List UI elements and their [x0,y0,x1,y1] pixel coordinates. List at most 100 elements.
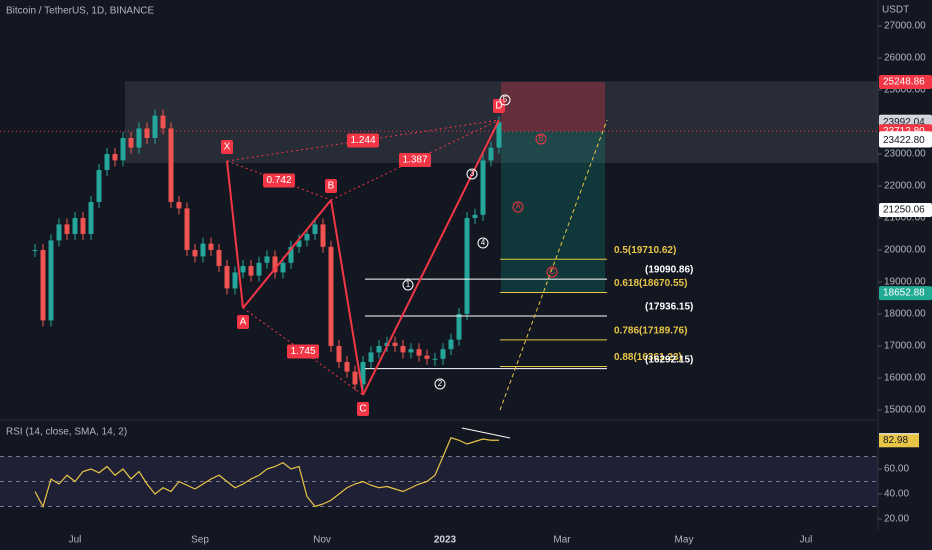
candle [136,128,142,148]
x-tick-label: Sep [191,535,209,546]
wave-label: 2 [438,379,443,388]
price-tag-label: 18652.88 [883,288,925,299]
candle [360,362,366,385]
candle [120,138,126,161]
candle [352,371,358,385]
point-box [493,99,505,114]
candle [304,234,310,241]
wave-label: B [538,134,543,143]
wave-label: 5 [503,95,508,104]
price-tag-label: 23422.80 [883,135,925,146]
candle [424,355,430,359]
candle [208,243,214,250]
price-tag-label: 21250.06 [883,205,925,216]
wave-label: 1 [406,280,411,289]
rsi-tag-label: 82.98 [883,435,908,446]
candle [56,224,62,241]
candle [312,224,318,234]
point-label: D [495,101,502,112]
candle [184,208,190,250]
wave-label: 4 [481,238,486,247]
candle [496,122,502,148]
candle [272,256,278,273]
candle [408,349,414,353]
wave-label: A [515,202,521,211]
candle [104,154,110,170]
wave-circle [499,94,511,106]
price-tag [879,75,932,90]
point-box [357,401,369,416]
candle [200,243,206,257]
y-tick-label: 19000.00 [884,277,926,288]
candle [216,250,222,266]
candle [72,218,78,234]
candle [376,346,382,353]
candle [488,147,494,161]
point-label: A [240,317,247,328]
ratio-box [347,133,379,148]
y-tick-label: 21000.00 [884,213,926,224]
ratio-box [263,173,295,188]
candle [48,240,54,321]
candle [456,314,462,340]
candle [448,339,454,350]
candle [256,262,262,276]
candle [96,170,102,202]
candle [192,250,198,257]
zone [125,81,878,163]
level-label: (16292.15) [645,354,693,365]
y-tick-label: 23000.00 [884,149,926,160]
candle [480,160,486,215]
pattern-leg [226,160,244,309]
price-tag [879,286,932,301]
candle [128,138,134,148]
y-tick-label: 25000.00 [884,85,926,96]
point-label: C [359,404,366,415]
level-label: (17936.15) [645,302,693,313]
wave-circle [466,168,478,180]
point-box [237,315,249,330]
point-box [221,140,233,155]
candle [280,262,286,273]
x-tick-label: Jul [69,535,82,546]
wave-circle [546,266,558,278]
wave-circle [434,378,446,390]
x-tick-label: Jul [800,535,813,546]
candle [416,349,422,356]
candle [80,218,86,234]
projection [499,119,608,411]
pattern-leg [242,199,332,309]
level-label: (19090.86) [645,265,693,276]
ratio-label: 1.244 [350,135,375,146]
candle [440,349,446,359]
price-tag-label: 25248.86 [883,77,925,88]
candle [160,115,166,129]
wave-circle [535,133,547,145]
pattern-leg [330,199,364,396]
currency: USDT [882,5,909,16]
wave-label: C [549,267,555,276]
x-tick-label: Nov [313,535,331,546]
wave-circle [512,201,524,213]
candle [344,362,350,372]
chart-title: Bitcoin / TetherUS, 1D, BINANCE [6,6,155,17]
y-tick-label: 27000.00 [884,21,926,32]
candle [328,246,334,346]
y-tick-label: 20000.00 [884,245,926,256]
x-tick-label: Mar [553,535,571,546]
candle [32,250,38,251]
ratio-box [399,153,431,168]
stop-zone [501,82,605,132]
point-label: B [328,181,335,192]
price-tag [879,202,932,217]
candle [248,266,254,276]
rsi-tag [879,434,919,448]
candle [144,128,150,138]
ratio-line [330,119,500,201]
wave-circle [477,237,489,249]
level-label: 0.5(19710.62) [614,245,676,256]
point-box [325,179,337,194]
candle [432,358,438,360]
